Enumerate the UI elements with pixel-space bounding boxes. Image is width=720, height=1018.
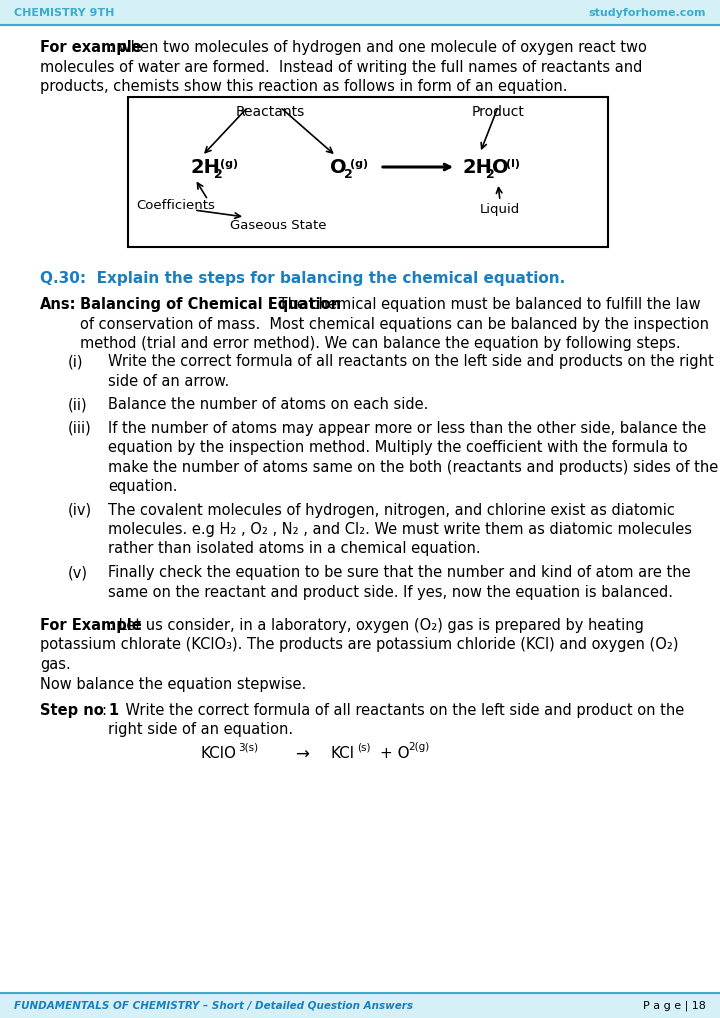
Text: KCl: KCl	[330, 745, 354, 760]
Text: of conservation of mass.  Most chemical equations can be balanced by the inspect: of conservation of mass. Most chemical e…	[80, 317, 709, 332]
Text: 3(s): 3(s)	[238, 742, 258, 752]
Text: studyforhome.com: studyforhome.com	[588, 8, 706, 18]
Text: (g): (g)	[220, 159, 238, 169]
Text: molecules. e.g H₂ , O₂ , N₂ , and Cl₂. We must write them as diatomic molecules: molecules. e.g H₂ , O₂ , N₂ , and Cl₂. W…	[108, 522, 692, 538]
Text: Write the correct formula of all reactants on the left side and products on the : Write the correct formula of all reactan…	[108, 354, 714, 369]
Text: 2: 2	[214, 168, 222, 180]
Text: Finally check the equation to be sure that the number and kind of atom are the: Finally check the equation to be sure th…	[108, 565, 690, 580]
Text: For example: For example	[40, 40, 142, 55]
Text: O: O	[330, 158, 346, 176]
Text: :    Write the correct formula of all reactants on the left side and product on : : Write the correct formula of all react…	[102, 702, 684, 718]
Text: side of an arrow.: side of an arrow.	[108, 374, 229, 389]
Text: equation.: equation.	[108, 479, 178, 494]
Text: + O: + O	[380, 745, 410, 760]
Text: For Example: For Example	[40, 618, 142, 633]
Text: 2: 2	[486, 168, 495, 180]
Text: Gaseous State: Gaseous State	[230, 219, 326, 231]
Text: Liquid: Liquid	[480, 203, 520, 216]
Text: P a g e | 18: P a g e | 18	[643, 1001, 706, 1011]
Text: The covalent molecules of hydrogen, nitrogen, and chlorine exist as diatomic: The covalent molecules of hydrogen, nitr…	[108, 503, 675, 517]
Text: Balance the number of atoms on each side.: Balance the number of atoms on each side…	[108, 397, 428, 412]
Text: Balancing of Chemical Equation: Balancing of Chemical Equation	[80, 297, 341, 312]
Text: (iii): (iii)	[68, 420, 91, 436]
Text: (v): (v)	[68, 565, 88, 580]
Text: (iv): (iv)	[68, 503, 92, 517]
Text: O: O	[492, 158, 508, 176]
Text: same on the reactant and product side. If yes, now the equation is balanced.: same on the reactant and product side. I…	[108, 584, 673, 600]
Text: Coefficients: Coefficients	[136, 199, 215, 212]
Text: : The chemical equation must be balanced to fulfill the law: : The chemical equation must be balanced…	[269, 297, 701, 312]
Text: 2H: 2H	[190, 158, 220, 176]
Text: FUNDAMENTALS OF CHEMISTRY – Short / Detailed Question Answers: FUNDAMENTALS OF CHEMISTRY – Short / Deta…	[14, 1001, 413, 1011]
Text: method (trial and error method). We can balance the equation by following steps.: method (trial and error method). We can …	[80, 336, 680, 351]
Text: (i): (i)	[68, 354, 84, 369]
Text: make the number of atoms same on the both (reactants and products) sides of the: make the number of atoms same on the bot…	[108, 459, 719, 474]
Text: products, chemists show this reaction as follows in form of an equation.: products, chemists show this reaction as…	[40, 79, 567, 94]
Text: Q.30:  Explain the steps for balancing the chemical equation.: Q.30: Explain the steps for balancing th…	[40, 271, 565, 286]
Text: Ans:: Ans:	[40, 297, 76, 312]
Text: CHEMISTRY 9TH: CHEMISTRY 9TH	[14, 8, 114, 18]
Text: (ii): (ii)	[68, 397, 88, 412]
Text: right side of an equation.: right side of an equation.	[108, 722, 293, 737]
Text: (g): (g)	[350, 159, 368, 169]
Text: 2(g): 2(g)	[408, 742, 429, 752]
Text: (s): (s)	[357, 742, 371, 752]
Bar	[128, 97, 608, 247]
Text: molecules of water are formed.  Instead of writing the full names of reactants a: molecules of water are formed. Instead o…	[40, 59, 642, 74]
Text: equation by the inspection method. Multiply the coefficient with the formula to: equation by the inspection method. Multi…	[108, 440, 688, 455]
Bar	[0, 0, 720, 25]
Text: Product: Product	[472, 105, 524, 119]
Text: (l): (l)	[506, 159, 520, 169]
Text: Now balance the equation stepwise.: Now balance the equation stepwise.	[40, 677, 306, 691]
Text: rather than isolated atoms in a chemical equation.: rather than isolated atoms in a chemical…	[108, 542, 481, 557]
Bar	[0, 993, 720, 1018]
Text: : Let us consider, in a laboratory, oxygen (O₂) gas is prepared by heating: : Let us consider, in a laboratory, oxyg…	[109, 618, 644, 633]
Text: →: →	[295, 745, 309, 764]
Text: If the number of atoms may appear more or less than the other side, balance the: If the number of atoms may appear more o…	[108, 420, 706, 436]
Text: : when two molecules of hydrogen and one molecule of oxygen react two: : when two molecules of hydrogen and one…	[109, 40, 647, 55]
Text: potassium chlorate (KClO₃). The products are potassium chloride (KCl) and oxygen: potassium chlorate (KClO₃). The products…	[40, 637, 678, 653]
Text: Reactants: Reactants	[235, 105, 305, 119]
Text: 2: 2	[344, 168, 353, 180]
Text: 2H: 2H	[462, 158, 492, 176]
Text: KClO: KClO	[200, 745, 236, 760]
Text: gas.: gas.	[40, 657, 71, 672]
Text: Step no 1: Step no 1	[40, 702, 119, 718]
